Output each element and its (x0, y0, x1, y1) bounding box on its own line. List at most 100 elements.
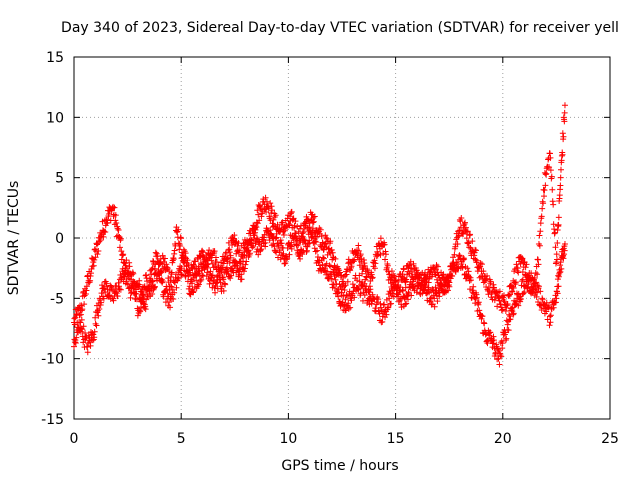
data-point (280, 231, 287, 238)
x-tick-label: 0 (70, 431, 79, 447)
data-point (479, 313, 486, 320)
data-point (396, 297, 403, 304)
data-point (151, 283, 158, 290)
data-point (559, 130, 566, 137)
data-point (371, 257, 378, 264)
data-point (542, 182, 549, 189)
data-point (98, 290, 105, 297)
data-point (408, 292, 415, 299)
data-point (476, 274, 483, 281)
data-point (544, 316, 551, 323)
data-point (499, 306, 506, 313)
data-point (185, 272, 192, 279)
data-point (520, 290, 527, 297)
data-point (434, 263, 441, 270)
data-point (100, 295, 107, 302)
data-point (272, 212, 279, 219)
data-point (461, 219, 468, 226)
data-point (138, 298, 145, 305)
data-point (253, 235, 260, 242)
data-point (309, 225, 316, 232)
data-point (466, 244, 473, 251)
data-point (503, 335, 510, 342)
data-point (351, 256, 358, 263)
data-point (540, 200, 547, 207)
data-point (334, 290, 341, 297)
data-point (198, 276, 205, 283)
data-point (489, 340, 496, 347)
x-tick-label: 15 (387, 431, 405, 447)
data-point (383, 296, 390, 303)
data-point (554, 290, 561, 297)
data-point (136, 294, 143, 301)
data-point (553, 251, 560, 258)
data-point (521, 289, 528, 296)
data-point (72, 340, 79, 347)
data-point (549, 186, 556, 193)
data-point (458, 215, 465, 222)
data-point (342, 272, 349, 279)
data-point (217, 279, 224, 286)
data-point (177, 242, 184, 249)
data-point (75, 324, 82, 331)
data-point (226, 259, 233, 266)
data-point (195, 281, 202, 288)
data-point (157, 260, 164, 267)
data-point (493, 290, 500, 297)
data-point (330, 281, 337, 288)
data-point (215, 262, 222, 269)
data-point (95, 248, 102, 255)
data-point (536, 232, 543, 239)
data-point (326, 262, 333, 269)
data-point (557, 268, 564, 275)
data-point (227, 275, 234, 282)
data-point (423, 278, 430, 285)
data-point (504, 301, 511, 308)
data-point (117, 286, 124, 293)
data-point (76, 312, 83, 319)
data-point (561, 102, 568, 109)
data-point (434, 298, 441, 305)
data-point (541, 187, 548, 194)
data-point (267, 217, 274, 224)
data-point (288, 245, 295, 252)
data-point (310, 218, 317, 225)
data-point (112, 212, 119, 219)
data-point (546, 313, 553, 320)
data-point (546, 322, 553, 329)
data-point (80, 323, 87, 330)
data-point (252, 229, 259, 236)
data-point (357, 290, 364, 297)
data-point (121, 273, 128, 280)
data-point (197, 278, 204, 285)
data-point (232, 239, 239, 246)
data-point (323, 234, 330, 241)
data-point (535, 261, 542, 268)
data-point (495, 347, 502, 354)
data-point (474, 307, 481, 314)
data-point (556, 192, 563, 199)
data-point (222, 281, 229, 288)
data-point (510, 284, 517, 291)
data-point (114, 225, 121, 232)
data-point (110, 297, 117, 304)
data-point (429, 286, 436, 293)
data-point (528, 270, 535, 277)
data-point (168, 269, 175, 276)
data-point (96, 305, 103, 312)
data-point (279, 219, 286, 226)
data-point (184, 268, 191, 275)
data-point (199, 247, 206, 254)
data-point (178, 271, 185, 278)
data-point (484, 272, 491, 279)
data-point (306, 220, 313, 227)
data-point (130, 289, 137, 296)
data-point (400, 266, 407, 273)
data-point (459, 264, 466, 271)
data-point (332, 276, 339, 283)
data-point (98, 299, 105, 306)
data-point (214, 276, 221, 283)
data-point (517, 260, 524, 267)
data-point (137, 308, 144, 315)
data-point (163, 286, 170, 293)
